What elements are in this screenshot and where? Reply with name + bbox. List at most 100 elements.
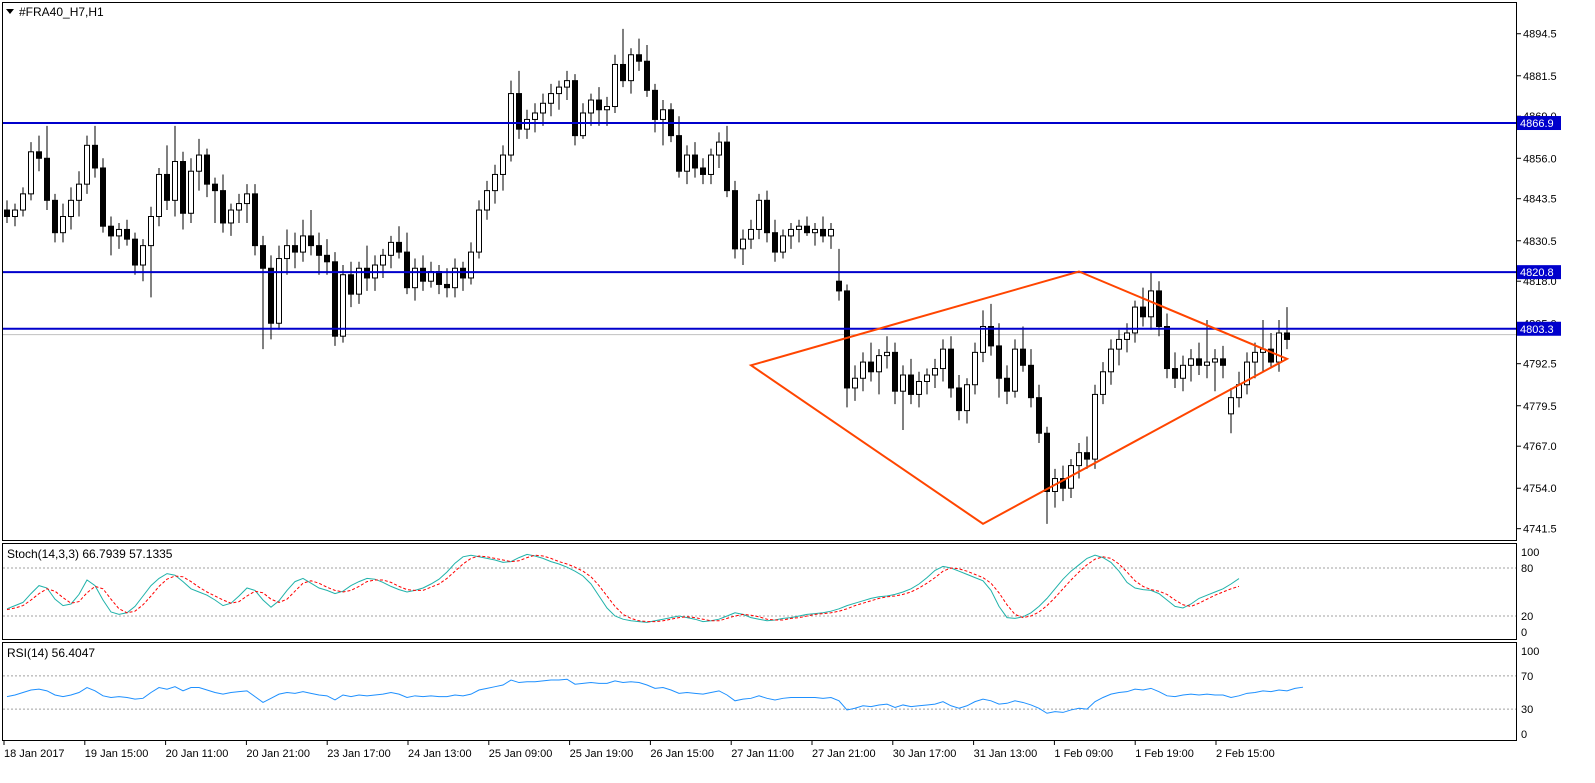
candle-body xyxy=(1164,325,1170,370)
candle-body xyxy=(964,384,970,412)
candle-body xyxy=(948,348,954,389)
candle xyxy=(316,232,322,275)
candle xyxy=(212,177,218,223)
rsi-panel[interactable] xyxy=(2,642,1517,741)
candle xyxy=(940,339,946,382)
candle xyxy=(156,167,162,227)
candle-body xyxy=(1076,452,1082,467)
time-tick-label: 20 Jan 21:00 xyxy=(246,748,310,760)
level-price-tag: 4820.8 xyxy=(1517,265,1561,280)
candle-body xyxy=(1124,332,1130,340)
candle xyxy=(932,358,938,388)
candle-body xyxy=(940,348,946,370)
rsi-level-lines xyxy=(3,675,1516,710)
candle xyxy=(868,342,874,382)
stoch-panel[interactable] xyxy=(2,543,1517,640)
candle xyxy=(1132,300,1138,343)
candle-body xyxy=(284,245,290,260)
candle-body xyxy=(28,151,34,195)
candle xyxy=(1268,332,1274,369)
candle-body xyxy=(204,154,210,185)
rsi-line xyxy=(6,678,1304,714)
candle xyxy=(644,45,650,97)
candle-body xyxy=(1148,290,1154,318)
candle-body xyxy=(1156,290,1162,327)
candle-body xyxy=(884,351,890,357)
candle-body xyxy=(1084,452,1090,460)
candle-body xyxy=(868,361,874,373)
candle xyxy=(300,219,306,262)
candle xyxy=(708,148,714,185)
symbol-dropdown-icon[interactable] xyxy=(6,9,14,14)
candle-body xyxy=(116,228,122,237)
level-tag-label: 4803.3 xyxy=(1520,324,1554,336)
candle-body xyxy=(764,199,770,234)
candle-body xyxy=(1276,332,1282,363)
candle xyxy=(700,158,706,185)
candle xyxy=(1108,339,1114,385)
candle xyxy=(676,116,682,178)
candle xyxy=(404,232,410,295)
candle xyxy=(580,103,586,139)
stoch-main-line xyxy=(6,553,1240,623)
candle-body xyxy=(812,228,818,234)
candle xyxy=(60,203,66,243)
candle xyxy=(724,125,730,198)
candle-body xyxy=(1012,348,1018,392)
candle-body xyxy=(804,225,810,234)
candle xyxy=(780,229,786,259)
candle xyxy=(36,135,42,172)
candle-body xyxy=(780,235,786,253)
candle xyxy=(828,222,834,249)
candle-body xyxy=(44,157,50,201)
candle xyxy=(1084,436,1090,469)
candle-body xyxy=(180,161,186,214)
stoch-tick-label: 20 xyxy=(1521,611,1533,623)
candle xyxy=(764,190,770,243)
stoch-tick-label: 80 xyxy=(1521,563,1533,575)
candle-body xyxy=(356,267,362,295)
price-tick-label: 4767.0 xyxy=(1523,441,1557,453)
candle xyxy=(964,378,970,424)
candle-body xyxy=(492,173,498,192)
rsi-tick-label: 100 xyxy=(1521,646,1539,658)
candle xyxy=(1244,352,1250,395)
rsi-axis: 100 70 30 0 xyxy=(1521,646,1539,741)
candle-body xyxy=(1204,361,1210,366)
candle xyxy=(1060,465,1066,502)
candle xyxy=(836,248,842,301)
candle-body xyxy=(844,290,850,389)
candle-body xyxy=(932,368,938,376)
candle-body xyxy=(828,228,834,237)
price-tick-label: 4754.0 xyxy=(1523,483,1557,495)
candle-body xyxy=(596,99,602,111)
candle xyxy=(636,38,642,71)
candle-body xyxy=(100,167,106,227)
rsi-tick-label: 0 xyxy=(1521,729,1527,741)
candle xyxy=(340,265,346,343)
candle xyxy=(148,206,154,298)
candle xyxy=(1188,349,1194,382)
candle-body xyxy=(892,351,898,392)
candle xyxy=(748,219,754,249)
level-tag-box xyxy=(1517,321,1561,336)
candle-body xyxy=(644,60,650,91)
diamond-pattern[interactable] xyxy=(748,270,1290,525)
candle-body xyxy=(68,199,74,218)
candle xyxy=(108,216,114,256)
candle xyxy=(188,158,194,223)
candle xyxy=(556,80,562,110)
level-price-tag: 4803.3 xyxy=(1517,321,1561,336)
candle xyxy=(476,200,482,259)
candle xyxy=(1044,426,1050,524)
candle-body xyxy=(956,387,962,412)
candle-body xyxy=(52,199,58,234)
candle xyxy=(524,109,530,139)
candle xyxy=(772,219,778,262)
candle xyxy=(860,352,866,392)
candle xyxy=(76,171,82,217)
candle-body xyxy=(332,261,338,337)
candle-body xyxy=(692,154,698,169)
